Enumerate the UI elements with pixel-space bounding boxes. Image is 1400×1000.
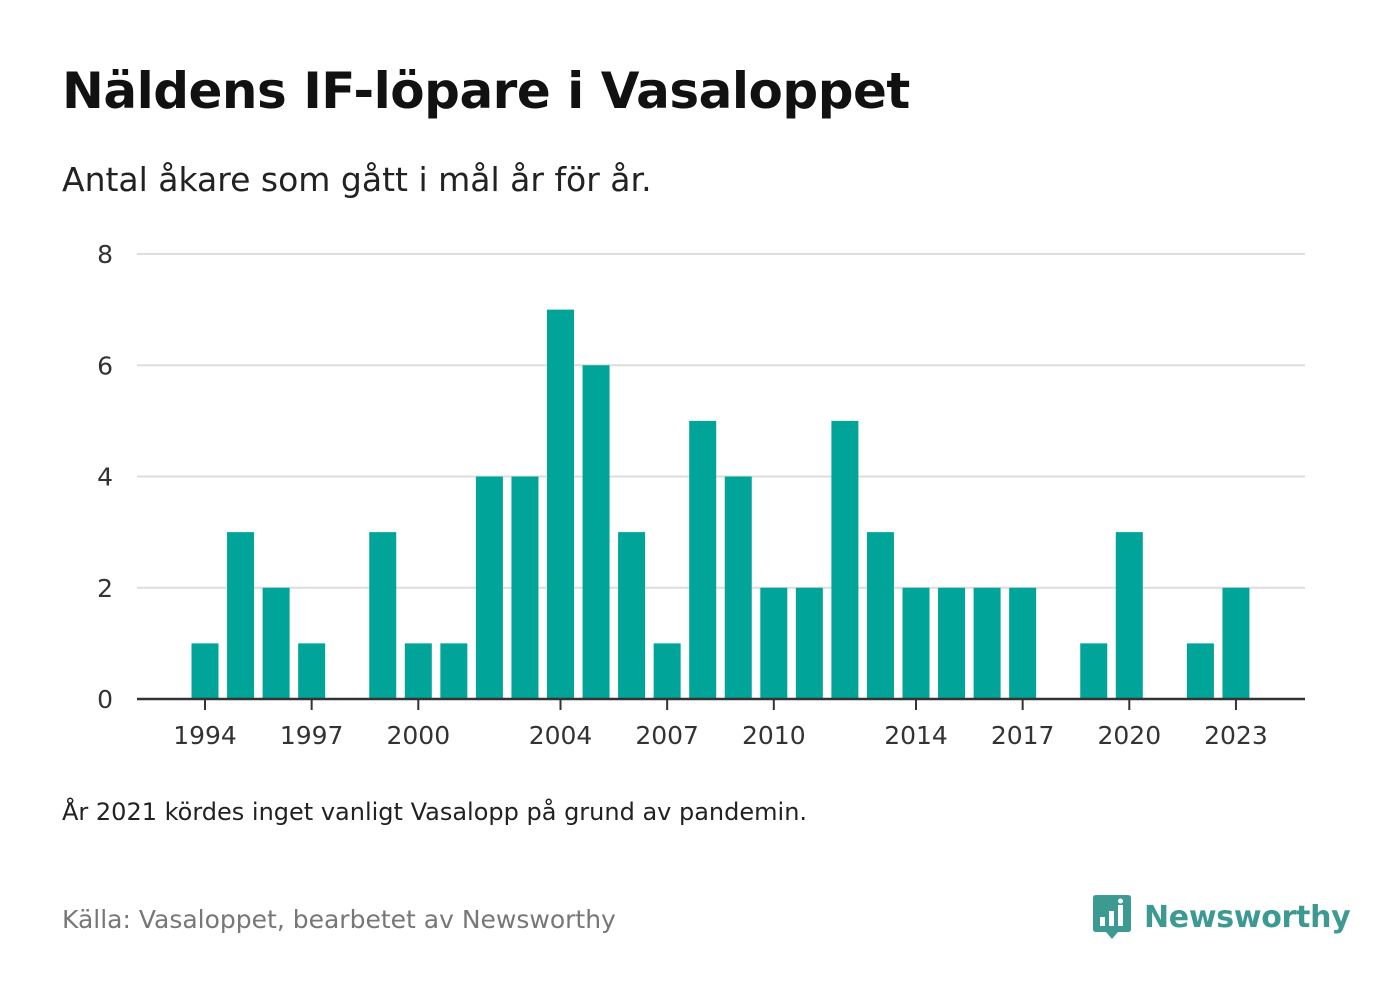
bar-2008[interactable]	[689, 420, 717, 699]
bar-2023[interactable]	[1222, 587, 1250, 699]
bar-2004[interactable]	[547, 309, 574, 699]
bar-1994[interactable]	[191, 643, 219, 699]
bar-2022[interactable]	[1186, 643, 1214, 699]
bar-1997[interactable]	[298, 643, 326, 699]
brand-name: Newsworthy	[1144, 899, 1351, 935]
x-tick-label: 2000	[386, 721, 450, 750]
y-tick-label: 2	[97, 574, 113, 603]
chart-note: År 2021 kördes inget vanligt Vasalopp på…	[62, 798, 808, 826]
bar-2010[interactable]	[760, 587, 788, 699]
bar-1995[interactable]	[227, 532, 255, 699]
bar-2009[interactable]	[724, 476, 752, 700]
y-tick-label: 6	[97, 351, 113, 380]
bar-2002[interactable]	[475, 476, 503, 700]
bar-chart: 0 2 4 6 8 1994 1997 2000 2004 2007 2010 2014 2017 202…	[97, 240, 1305, 750]
bar-2015[interactable]	[938, 587, 966, 699]
bar-2005[interactable]	[582, 365, 610, 699]
bar-2011[interactable]	[795, 587, 823, 699]
bar-2020[interactable]	[1115, 532, 1143, 699]
bar-2001[interactable]	[440, 643, 468, 699]
x-tick-label: 2017	[991, 721, 1055, 750]
newsworthy-brand[interactable]: Newsworthy	[1092, 892, 1351, 942]
axes: 0 2 4 6 8 1994 1997 2000 2004 2007 2010 2014 2017 202…	[97, 240, 1305, 750]
x-tick-label: 2010	[742, 721, 806, 750]
bar-2019[interactable]	[1080, 643, 1108, 699]
chart-title: Näldens IF-löpare i Vasaloppet	[62, 62, 910, 120]
bar-2017[interactable]	[1009, 587, 1037, 699]
bar-1996[interactable]	[262, 587, 290, 699]
bar-2003[interactable]	[511, 476, 539, 700]
bar-2016[interactable]	[973, 587, 1001, 699]
bar-2006[interactable]	[618, 532, 646, 699]
chart-subtitle: Antal åkare som gått i mål år för år.	[62, 160, 652, 199]
newsworthy-logo-icon	[1093, 895, 1131, 939]
bar-2000[interactable]	[404, 643, 432, 699]
y-tick-label: 4	[97, 463, 113, 492]
x-tick-label: 2007	[635, 721, 699, 750]
source-credit: Källa: Vasaloppet, bearbetet av Newswort…	[62, 905, 616, 934]
bar-2012[interactable]	[831, 420, 859, 699]
x-tick-label: 2004	[529, 721, 593, 750]
y-tick-label: 8	[97, 240, 113, 269]
bar-1999[interactable]	[369, 532, 397, 699]
bars	[191, 309, 1250, 700]
x-tick-label: 2014	[884, 721, 948, 750]
gridlines	[137, 253, 1305, 589]
x-tick-label: 1994	[173, 721, 237, 750]
x-tick-label: 1997	[280, 721, 344, 750]
bar-2013[interactable]	[866, 532, 894, 699]
bar-2007[interactable]	[653, 643, 681, 699]
x-tick-label: 2023	[1204, 721, 1268, 750]
bar-2014[interactable]	[902, 587, 930, 699]
x-tick-label: 2020	[1097, 721, 1161, 750]
y-tick-label: 0	[97, 685, 113, 714]
